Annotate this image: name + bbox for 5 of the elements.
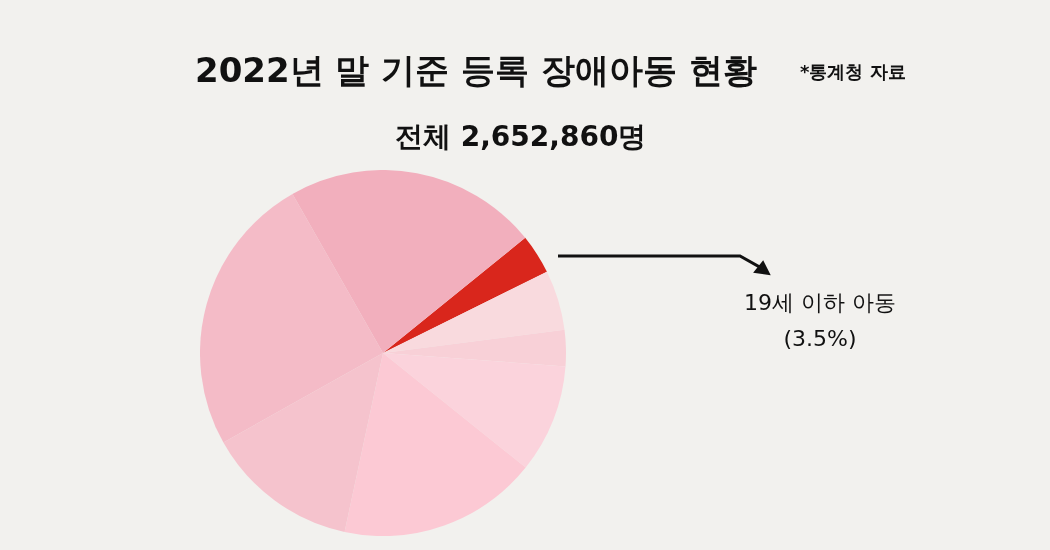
chart-subtitle: 전체 2,652,860명 bbox=[395, 119, 647, 155]
text: *통계청 자료 bbox=[800, 60, 906, 84]
chart-title: 2022년 말 기준 등록 장애아동 현황 bbox=[195, 49, 757, 92]
data-label: (3.5%) bbox=[783, 326, 857, 351]
slice-label: 19세 이하 아동 bbox=[744, 290, 896, 315]
